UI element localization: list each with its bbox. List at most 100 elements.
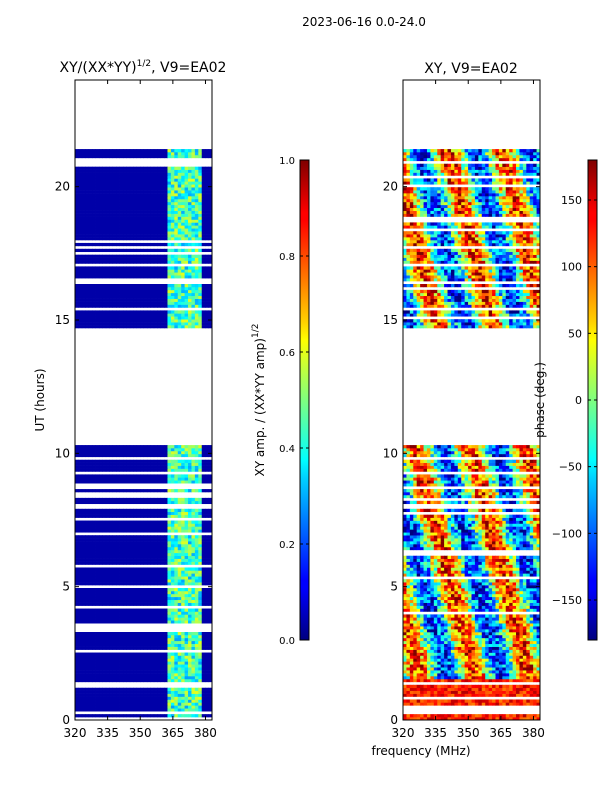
heatmap-cell <box>181 705 185 709</box>
heatmap-cell <box>170 169 175 173</box>
heatmap-cell <box>126 667 131 671</box>
heatmap-cell <box>136 284 141 288</box>
heatmap-cell <box>81 670 86 674</box>
heatmap-cell <box>109 210 114 214</box>
heatmap-cell <box>164 319 168 323</box>
heatmap-cell <box>75 468 79 472</box>
heatmap-cell <box>122 576 127 580</box>
heatmap-cell <box>75 561 79 565</box>
heatmap-cell <box>170 316 175 320</box>
heatmap-cell <box>191 579 196 583</box>
heatmap-cell <box>92 529 96 533</box>
heatmap-cell <box>88 690 93 694</box>
heatmap-cell <box>75 511 79 515</box>
heatmap-cell <box>75 514 79 518</box>
heatmap-cell <box>116 474 120 478</box>
heatmap-cell <box>170 254 175 258</box>
heatmap-cell <box>78 573 83 577</box>
heatmap-cell <box>119 465 124 469</box>
heatmap-cell <box>140 611 144 615</box>
heatmap-cell <box>133 166 138 170</box>
heatmap-cell <box>170 667 175 671</box>
heatmap-cell <box>136 523 141 527</box>
heatmap-cell <box>105 690 110 694</box>
heatmap-cell <box>105 538 110 542</box>
heatmap-cell <box>164 453 168 458</box>
heatmap-cell <box>194 149 199 153</box>
heatmap-cell <box>136 552 141 557</box>
heatmap-cell <box>188 286 192 291</box>
heatmap-cell <box>98 313 103 317</box>
heatmap-cell <box>188 196 192 200</box>
heatmap-cell <box>140 201 144 206</box>
heatmap-cell <box>129 187 134 191</box>
heatmap-cell <box>136 172 141 176</box>
heatmap-cell <box>150 582 155 586</box>
heatmap-cell <box>78 237 83 241</box>
heatmap-cell <box>92 558 96 562</box>
heatmap-cell <box>126 714 131 718</box>
heatmap-cell <box>174 558 179 562</box>
heatmap-cell <box>164 667 168 671</box>
heatmap-cell <box>157 573 162 577</box>
heatmap-cell <box>208 520 212 524</box>
heatmap-cell <box>164 552 168 557</box>
heatmap-cell <box>78 207 83 211</box>
heatmap-cell <box>150 634 155 639</box>
heatmap-cell <box>140 468 144 472</box>
heatmap-cell <box>194 646 199 650</box>
heatmap-cell <box>153 576 158 580</box>
heatmap-cell <box>177 201 182 206</box>
heatmap-cell <box>140 596 144 601</box>
heatmap-cell <box>191 655 196 659</box>
heatmap-cell <box>122 275 127 279</box>
heatmap-cell <box>201 166 206 170</box>
heatmap-cell <box>81 204 86 209</box>
heatmap-cell <box>112 298 117 302</box>
heatmap-cell <box>184 284 189 288</box>
heatmap-cell <box>194 184 199 188</box>
heatmap-cell <box>85 702 90 706</box>
heatmap-cell <box>122 242 127 247</box>
heatmap-cell <box>129 480 134 484</box>
heatmap-cell <box>109 225 114 229</box>
heatmap-cell <box>133 260 138 264</box>
heatmap-cell <box>136 298 141 302</box>
heatmap-cell <box>78 462 83 466</box>
heatmap-cell <box>78 567 83 571</box>
heatmap-cell <box>157 714 162 718</box>
heatmap-cell <box>177 275 182 279</box>
heatmap-cell <box>167 286 172 291</box>
heatmap-cell <box>109 664 114 668</box>
heatmap-cell <box>153 541 158 545</box>
heatmap-cell <box>201 295 206 299</box>
heatmap-cell <box>153 508 158 513</box>
heatmap-cell <box>109 152 114 156</box>
heatmap-cell <box>140 608 144 612</box>
heatmap-cell <box>78 520 83 524</box>
heatmap-cell <box>208 319 212 323</box>
heatmap-cell <box>78 643 83 647</box>
heatmap-cell <box>133 670 138 674</box>
heatmap-cell <box>143 593 148 598</box>
heatmap-cell <box>160 453 165 458</box>
heatmap-cell <box>126 231 131 235</box>
heatmap-cell <box>136 520 141 524</box>
heatmap-cell <box>102 570 107 574</box>
heatmap-cell <box>177 646 182 650</box>
heatmap-cell <box>146 286 151 291</box>
heatmap-cell <box>184 222 189 226</box>
heatmap-cell <box>160 676 165 680</box>
heatmap-cell <box>109 529 114 533</box>
heatmap-cell <box>205 237 209 241</box>
heatmap-cell <box>105 667 110 671</box>
heatmap-cell <box>208 295 212 299</box>
heatmap-cell <box>78 477 83 481</box>
heatmap-cell <box>109 599 114 603</box>
heatmap-cell <box>140 196 144 200</box>
heatmap-cell <box>164 676 168 680</box>
heatmap-cell <box>116 257 120 261</box>
heatmap-cell <box>136 210 141 214</box>
heatmap-cell <box>88 561 93 565</box>
heatmap-cell <box>112 149 117 153</box>
